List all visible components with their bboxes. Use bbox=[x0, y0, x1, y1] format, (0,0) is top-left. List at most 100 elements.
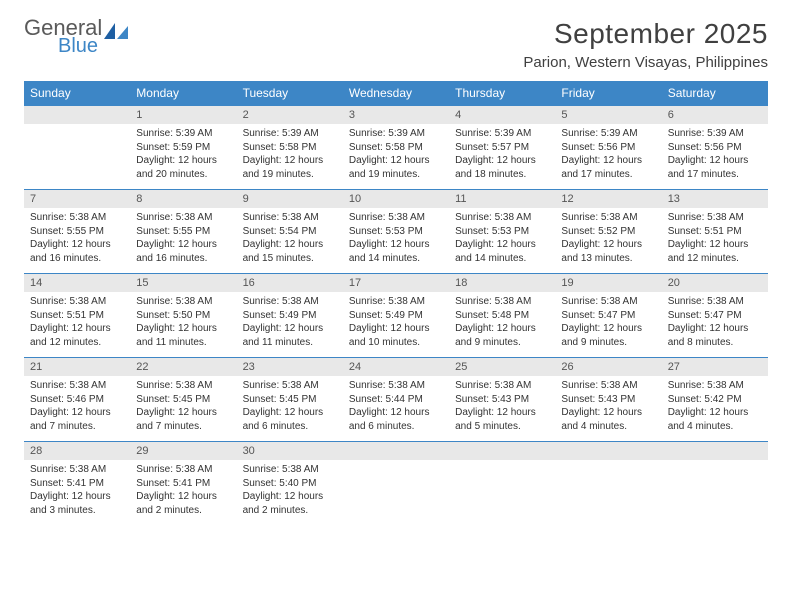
day-cell: 17Sunrise: 5:38 AMSunset: 5:49 PMDayligh… bbox=[343, 274, 449, 358]
day-header: Friday bbox=[555, 81, 661, 106]
day-cell: 13Sunrise: 5:38 AMSunset: 5:51 PMDayligh… bbox=[662, 190, 768, 274]
day-number: 4 bbox=[449, 106, 555, 124]
day-cell: 18Sunrise: 5:38 AMSunset: 5:48 PMDayligh… bbox=[449, 274, 555, 358]
day-cell bbox=[449, 442, 555, 526]
daylight-text: Daylight: 12 hours and 17 minutes. bbox=[668, 154, 762, 181]
daylight-text: Daylight: 12 hours and 6 minutes. bbox=[349, 406, 443, 433]
sunrise-text: Sunrise: 5:39 AM bbox=[243, 127, 337, 141]
sunrise-text: Sunrise: 5:39 AM bbox=[349, 127, 443, 141]
logo-word-blue: Blue bbox=[24, 37, 102, 56]
day-body: Sunrise: 5:38 AMSunset: 5:50 PMDaylight:… bbox=[130, 292, 236, 357]
day-cell: 25Sunrise: 5:38 AMSunset: 5:43 PMDayligh… bbox=[449, 358, 555, 442]
day-cell: 29Sunrise: 5:38 AMSunset: 5:41 PMDayligh… bbox=[130, 442, 236, 526]
day-body: Sunrise: 5:38 AMSunset: 5:40 PMDaylight:… bbox=[237, 460, 343, 525]
day-body: Sunrise: 5:39 AMSunset: 5:58 PMDaylight:… bbox=[343, 124, 449, 189]
day-cell bbox=[24, 106, 130, 190]
day-body: Sunrise: 5:38 AMSunset: 5:43 PMDaylight:… bbox=[449, 376, 555, 441]
day-body: Sunrise: 5:38 AMSunset: 5:46 PMDaylight:… bbox=[24, 376, 130, 441]
day-cell: 23Sunrise: 5:38 AMSunset: 5:45 PMDayligh… bbox=[237, 358, 343, 442]
logo: General Blue bbox=[24, 18, 130, 56]
day-cell: 6Sunrise: 5:39 AMSunset: 5:56 PMDaylight… bbox=[662, 106, 768, 190]
daylight-text: Daylight: 12 hours and 5 minutes. bbox=[455, 406, 549, 433]
day-number: 18 bbox=[449, 274, 555, 292]
sunrise-text: Sunrise: 5:38 AM bbox=[455, 379, 549, 393]
day-header: Monday bbox=[130, 81, 236, 106]
sunset-text: Sunset: 5:50 PM bbox=[136, 309, 230, 323]
day-cell: 26Sunrise: 5:38 AMSunset: 5:43 PMDayligh… bbox=[555, 358, 661, 442]
day-body bbox=[24, 124, 130, 182]
sunset-text: Sunset: 5:51 PM bbox=[668, 225, 762, 239]
sunset-text: Sunset: 5:43 PM bbox=[455, 393, 549, 407]
sunset-text: Sunset: 5:45 PM bbox=[136, 393, 230, 407]
day-body: Sunrise: 5:38 AMSunset: 5:47 PMDaylight:… bbox=[662, 292, 768, 357]
day-number: 25 bbox=[449, 358, 555, 376]
day-cell: 5Sunrise: 5:39 AMSunset: 5:56 PMDaylight… bbox=[555, 106, 661, 190]
day-cell: 27Sunrise: 5:38 AMSunset: 5:42 PMDayligh… bbox=[662, 358, 768, 442]
day-number: 22 bbox=[130, 358, 236, 376]
day-cell: 2 Sunrise: 5:39 AMSunset: 5:58 PMDaylight… bbox=[237, 106, 343, 190]
day-cell: 30Sunrise: 5:38 AMSunset: 5:40 PMDayligh… bbox=[237, 442, 343, 526]
day-header: Saturday bbox=[662, 81, 768, 106]
daylight-text: Daylight: 12 hours and 6 minutes. bbox=[243, 406, 337, 433]
day-body: Sunrise: 5:38 AMSunset: 5:51 PMDaylight:… bbox=[662, 208, 768, 273]
day-body: Sunrise: 5:38 AMSunset: 5:41 PMDaylight:… bbox=[24, 460, 130, 525]
day-number: 1 bbox=[130, 106, 236, 124]
day-body: Sunrise: 5:38 AMSunset: 5:44 PMDaylight:… bbox=[343, 376, 449, 441]
location-text: Parion, Western Visayas, Philippines bbox=[523, 54, 768, 71]
day-number: 12 bbox=[555, 190, 661, 208]
daylight-text: Daylight: 12 hours and 16 minutes. bbox=[30, 238, 124, 265]
day-cell: 15Sunrise: 5:38 AMSunset: 5:50 PMDayligh… bbox=[130, 274, 236, 358]
sunset-text: Sunset: 5:58 PM bbox=[243, 141, 337, 155]
sunrise-text: Sunrise: 5:38 AM bbox=[561, 211, 655, 225]
day-number bbox=[343, 442, 449, 460]
logo-text: General Blue bbox=[24, 18, 102, 56]
day-number bbox=[449, 442, 555, 460]
sunset-text: Sunset: 5:46 PM bbox=[30, 393, 124, 407]
sunrise-text: Sunrise: 5:38 AM bbox=[136, 379, 230, 393]
day-number: 16 bbox=[237, 274, 343, 292]
day-header: Sunday bbox=[24, 81, 130, 106]
sunrise-text: Sunrise: 5:38 AM bbox=[455, 211, 549, 225]
day-cell: 24Sunrise: 5:38 AMSunset: 5:44 PMDayligh… bbox=[343, 358, 449, 442]
sunrise-text: Sunrise: 5:38 AM bbox=[136, 211, 230, 225]
sunset-text: Sunset: 5:51 PM bbox=[30, 309, 124, 323]
sunrise-text: Sunrise: 5:38 AM bbox=[561, 379, 655, 393]
day-number: 5 bbox=[555, 106, 661, 124]
day-number: 17 bbox=[343, 274, 449, 292]
daylight-text: Daylight: 12 hours and 19 minutes. bbox=[243, 154, 337, 181]
daylight-text: Daylight: 12 hours and 15 minutes. bbox=[243, 238, 337, 265]
sunrise-text: Sunrise: 5:39 AM bbox=[455, 127, 549, 141]
daylight-text: Daylight: 12 hours and 17 minutes. bbox=[561, 154, 655, 181]
daylight-text: Daylight: 12 hours and 2 minutes. bbox=[136, 490, 230, 517]
sunrise-text: Sunrise: 5:38 AM bbox=[668, 211, 762, 225]
day-body bbox=[449, 460, 555, 518]
sunset-text: Sunset: 5:54 PM bbox=[243, 225, 337, 239]
sunrise-text: Sunrise: 5:39 AM bbox=[668, 127, 762, 141]
day-cell: 11Sunrise: 5:38 AMSunset: 5:53 PMDayligh… bbox=[449, 190, 555, 274]
sunset-text: Sunset: 5:53 PM bbox=[455, 225, 549, 239]
sunrise-text: Sunrise: 5:38 AM bbox=[349, 295, 443, 309]
day-cell: 21Sunrise: 5:38 AMSunset: 5:46 PMDayligh… bbox=[24, 358, 130, 442]
sunset-text: Sunset: 5:49 PM bbox=[349, 309, 443, 323]
day-number: 23 bbox=[237, 358, 343, 376]
sunrise-text: Sunrise: 5:38 AM bbox=[349, 379, 443, 393]
day-cell: 19Sunrise: 5:38 AMSunset: 5:47 PMDayligh… bbox=[555, 274, 661, 358]
day-body: Sunrise: 5:38 AMSunset: 5:53 PMDaylight:… bbox=[343, 208, 449, 273]
day-number: 2 bbox=[237, 106, 343, 124]
day-cell bbox=[555, 442, 661, 526]
sunset-text: Sunset: 5:52 PM bbox=[561, 225, 655, 239]
week-row: 28Sunrise: 5:38 AMSunset: 5:41 PMDayligh… bbox=[24, 442, 768, 526]
sunrise-text: Sunrise: 5:38 AM bbox=[243, 295, 337, 309]
sunset-text: Sunset: 5:40 PM bbox=[243, 477, 337, 491]
day-body: Sunrise: 5:39 AMSunset: 5:56 PMDaylight:… bbox=[555, 124, 661, 189]
sunrise-text: Sunrise: 5:39 AM bbox=[561, 127, 655, 141]
header: General Blue September 2025 Parion, West… bbox=[24, 18, 768, 71]
sunrise-text: Sunrise: 5:38 AM bbox=[30, 295, 124, 309]
sunset-text: Sunset: 5:53 PM bbox=[349, 225, 443, 239]
day-body: Sunrise: 5:38 AMSunset: 5:48 PMDaylight:… bbox=[449, 292, 555, 357]
day-number: 11 bbox=[449, 190, 555, 208]
day-cell: 3Sunrise: 5:39 AMSunset: 5:58 PMDaylight… bbox=[343, 106, 449, 190]
sunrise-text: Sunrise: 5:38 AM bbox=[349, 211, 443, 225]
day-number: 15 bbox=[130, 274, 236, 292]
day-body: Sunrise: 5:39 AMSunset: 5:57 PMDaylight:… bbox=[449, 124, 555, 189]
